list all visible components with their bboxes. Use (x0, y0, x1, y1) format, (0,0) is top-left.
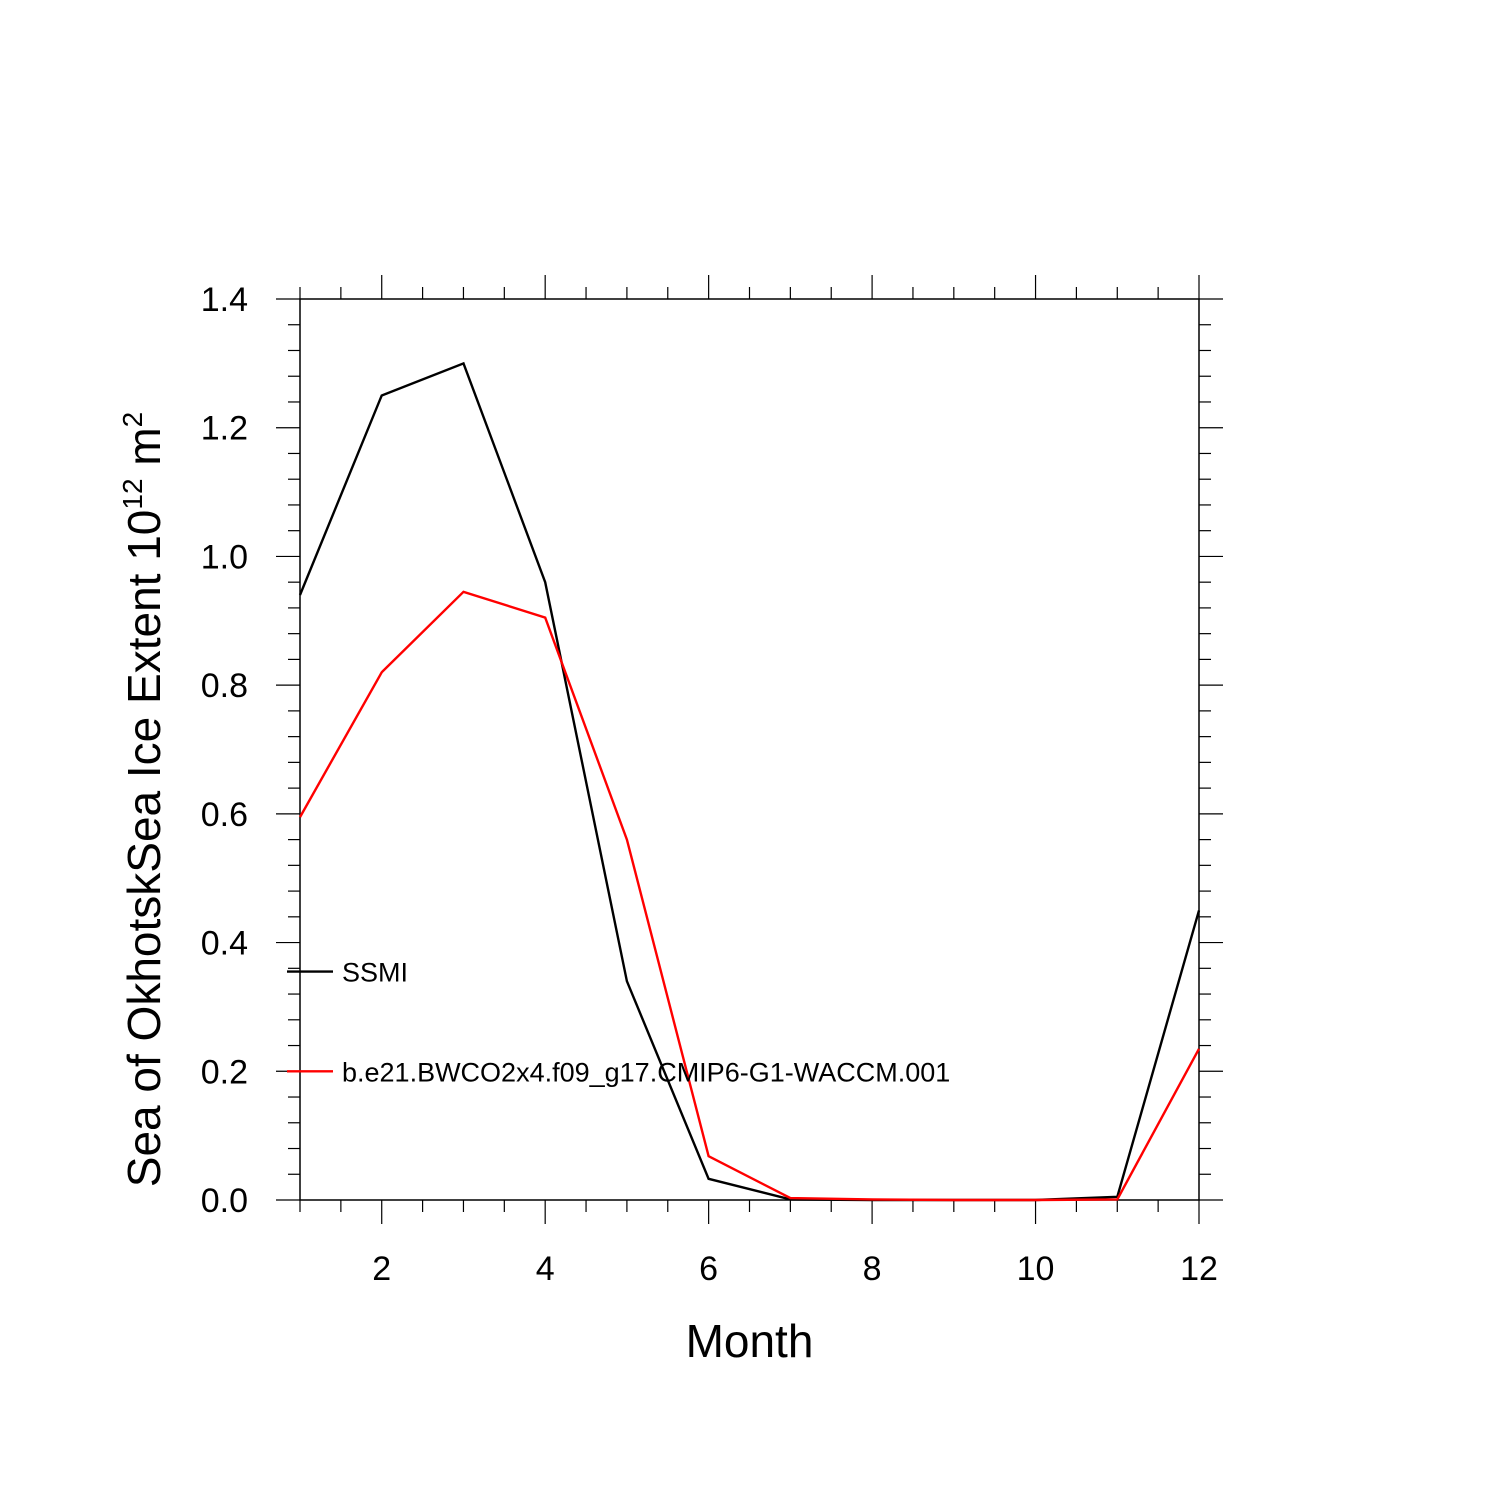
y-tick-label: 0.2 (201, 1053, 248, 1091)
y-axis-title-exponent: 12 (117, 478, 148, 509)
plot-frame (299, 298, 1200, 1201)
series-lines (298, 361, 1201, 1202)
y-axis-title: Sea of OkhotskSea Ice Extent 1012 m2 (117, 412, 170, 1187)
legend-label-2: b.e21.BWCO2x4.f09_g17.CMIP6-G1-WACCM.001 (342, 1057, 950, 1087)
tick-labels: 2 4 6 8 10 12 0.0 0.2 0.4 0.6 0.8 1.0 1.2 1.4 (201, 281, 1218, 1288)
y-tick-label: 0.4 (201, 925, 248, 963)
x-tick-label: 2 (372, 1250, 391, 1288)
x-tick-label: 8 (863, 1250, 882, 1288)
x-tick-label: 10 (1017, 1250, 1055, 1288)
x-tick-label: 4 (536, 1250, 555, 1288)
y-axis-title-main: Sea of OkhotskSea Ice Extent 10 (118, 510, 170, 1188)
x-axis-title: Month (686, 1315, 814, 1367)
axis-ticks (276, 275, 1223, 1224)
legend-label-1: SSMI (342, 958, 408, 988)
y-axis-title-unit-exponent: 2 (117, 412, 148, 428)
y-tick-label: 1.2 (201, 410, 248, 448)
x-tick-label: 6 (699, 1250, 718, 1288)
y-tick-label: 0.8 (201, 667, 248, 705)
y-tick-label: 0.0 (201, 1182, 248, 1220)
series-line-2 (298, 590, 1201, 1202)
y-axis-title-unit: m (118, 427, 170, 478)
y-tick-label: 1.4 (201, 281, 248, 319)
y-tick-label: 1.0 (201, 538, 248, 576)
x-tick-label: 12 (1180, 1250, 1218, 1288)
legend: SSMI b.e21.BWCO2x4.f09_g17.CMIP6-G1-WACCM… (287, 958, 950, 1087)
y-tick-label: 0.6 (201, 796, 248, 834)
